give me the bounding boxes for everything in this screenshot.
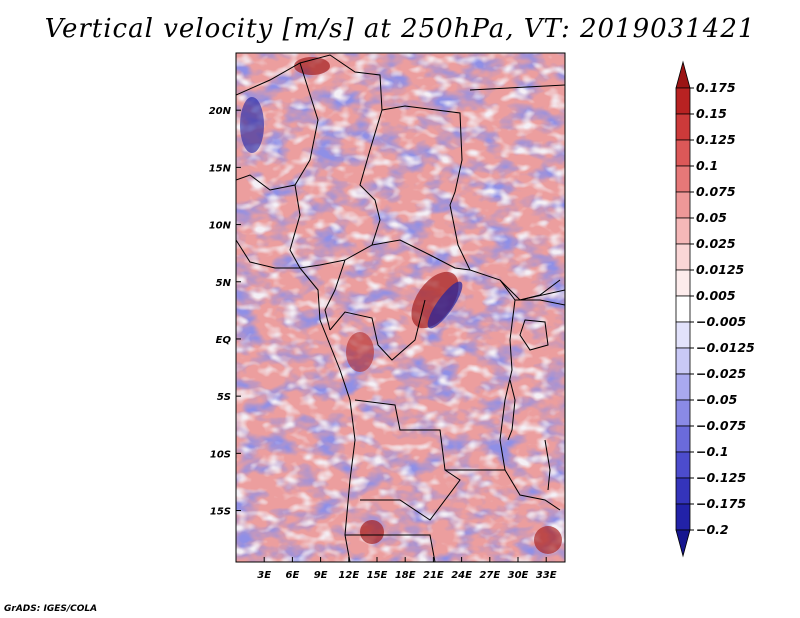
x-tick-label-0: 3E — [257, 570, 271, 581]
strong-downdraft-1 — [427, 281, 463, 329]
colorbar-swatch-10 — [675, 321, 691, 349]
colorbar-label-12: −0.05 — [696, 392, 738, 407]
x-axis: 3E 6E 9E 12E 15E 18E 21E 24E 27E 30E 33E — [257, 557, 557, 581]
colorbar-swatch-9 — [675, 295, 691, 323]
border-ethiopia — [519, 279, 561, 301]
y-tick-label-4: EQ — [216, 335, 232, 346]
colorbar-swatch-11 — [675, 347, 691, 375]
colorbar-label-11: −0.025 — [696, 366, 746, 381]
colorbar-label-5: 0.05 — [696, 210, 727, 225]
colorbar-swatch-3 — [675, 139, 691, 167]
border-east-2 — [515, 299, 565, 306]
lake-victoria — [519, 319, 549, 351]
colorbar-swatch-13 — [675, 399, 691, 427]
chart-svg: 3E 6E 9E 12E 15E 18E 21E 24E 27E 30E 33E 20N 15N 10N… — [209, 52, 755, 581]
x-tick-label-8: 27E — [479, 570, 500, 581]
colorbar-label-14: −0.1 — [696, 444, 729, 459]
strong-downdraft-2 — [240, 97, 264, 153]
borders — [236, 54, 565, 562]
y-tick-label-5: 5S — [217, 392, 231, 403]
border-north-1 — [236, 54, 463, 206]
border-east-1 — [469, 84, 565, 91]
colorbar-label-15: −0.125 — [696, 470, 746, 485]
border-nigeria — [289, 184, 346, 269]
x-tick-label-7: 24E — [451, 570, 472, 581]
colorbar-label-3: 0.1 — [696, 158, 718, 173]
border-namibia — [345, 534, 436, 562]
y-tick-label-7: 15S — [210, 507, 231, 518]
colorbar-swatch-0 — [675, 60, 691, 89]
x-tick-label-5: 18E — [395, 570, 416, 581]
colorbar-label-17: −0.2 — [696, 522, 729, 537]
strong-updraft-3 — [360, 520, 384, 544]
colorbar-swatch-4 — [675, 165, 691, 193]
colorbar-swatch-17 — [675, 503, 691, 531]
x-tick-label-10: 33E — [536, 570, 557, 581]
plot-frame — [235, 52, 566, 563]
x-tick-label-3: 12E — [338, 570, 359, 581]
colorbar-label-8: 0.005 — [696, 288, 736, 303]
colorbar-label-13: −0.075 — [696, 418, 746, 433]
border-zambia — [445, 469, 561, 511]
colorbar-swatch-5 — [675, 191, 691, 219]
chart-title: Vertical velocity [m/s] at 250hPa, VT: 2… — [44, 14, 756, 44]
colorbar-swatch-14 — [675, 425, 691, 453]
colorbar-swatch-18 — [675, 529, 691, 558]
field-white-streaks — [236, 53, 565, 562]
colorbar-label-16: −0.175 — [696, 496, 746, 511]
x-tick-label-4: 15E — [367, 570, 388, 581]
coastline-west — [236, 239, 356, 562]
border-congo — [329, 299, 426, 361]
colorbar-swatch-7 — [675, 243, 691, 271]
colorbar-swatch-1 — [675, 87, 691, 115]
colorbar-swatch-16 — [675, 477, 691, 505]
grads-credit: GrADS: IGES/COLA — [4, 604, 98, 614]
y-tick-label-1: 15N — [209, 163, 232, 174]
y-tick-label-2: 10N — [209, 221, 232, 232]
field-layer — [236, 53, 565, 562]
colorbar: 0.175 0.15 0.125 0.1 0.075 0.05 0.025 0.0125 0.0… — [675, 60, 755, 558]
strong-updraft-2 — [346, 332, 374, 372]
colorbar-label-6: 0.025 — [696, 236, 736, 251]
colorbar-label-10: −0.0125 — [696, 340, 755, 355]
strong-downdraft-3 — [534, 526, 562, 554]
colorbar-swatch-6 — [675, 217, 691, 245]
colorbar-swatch-2 — [675, 113, 691, 141]
colorbar-label-0: 0.175 — [696, 80, 736, 95]
border-cameroon — [324, 259, 346, 331]
colorbar-swatch-12 — [675, 373, 691, 401]
lake-tanganyika — [507, 379, 516, 441]
strong-updraft-4 — [294, 57, 330, 75]
y-tick-label-3: 5N — [216, 278, 232, 289]
colorbar-label-4: 0.075 — [696, 184, 736, 199]
border-car — [371, 239, 471, 271]
y-tick-label-0: 20N — [209, 106, 232, 117]
colorbar-swatch-15 — [675, 451, 691, 479]
x-tick-label-2: 9E — [314, 570, 328, 581]
colorbar-label-2: 0.125 — [696, 132, 736, 147]
y-axis: 20N 15N 10N 5N EQ 5S 10S 15S — [209, 106, 241, 518]
x-tick-label-6: 21E — [423, 570, 444, 581]
x-tick-label-9: 30E — [508, 570, 529, 581]
colorbar-label-7: 0.0125 — [696, 262, 745, 277]
colorbar-label-1: 0.15 — [696, 106, 727, 121]
colorbar-label-9: −0.005 — [696, 314, 746, 329]
lake-malawi — [544, 439, 551, 491]
colorbar-swatch-8 — [675, 269, 691, 297]
x-tick-label-1: 6E — [286, 570, 300, 581]
y-tick-label-6: 10S — [210, 449, 231, 460]
